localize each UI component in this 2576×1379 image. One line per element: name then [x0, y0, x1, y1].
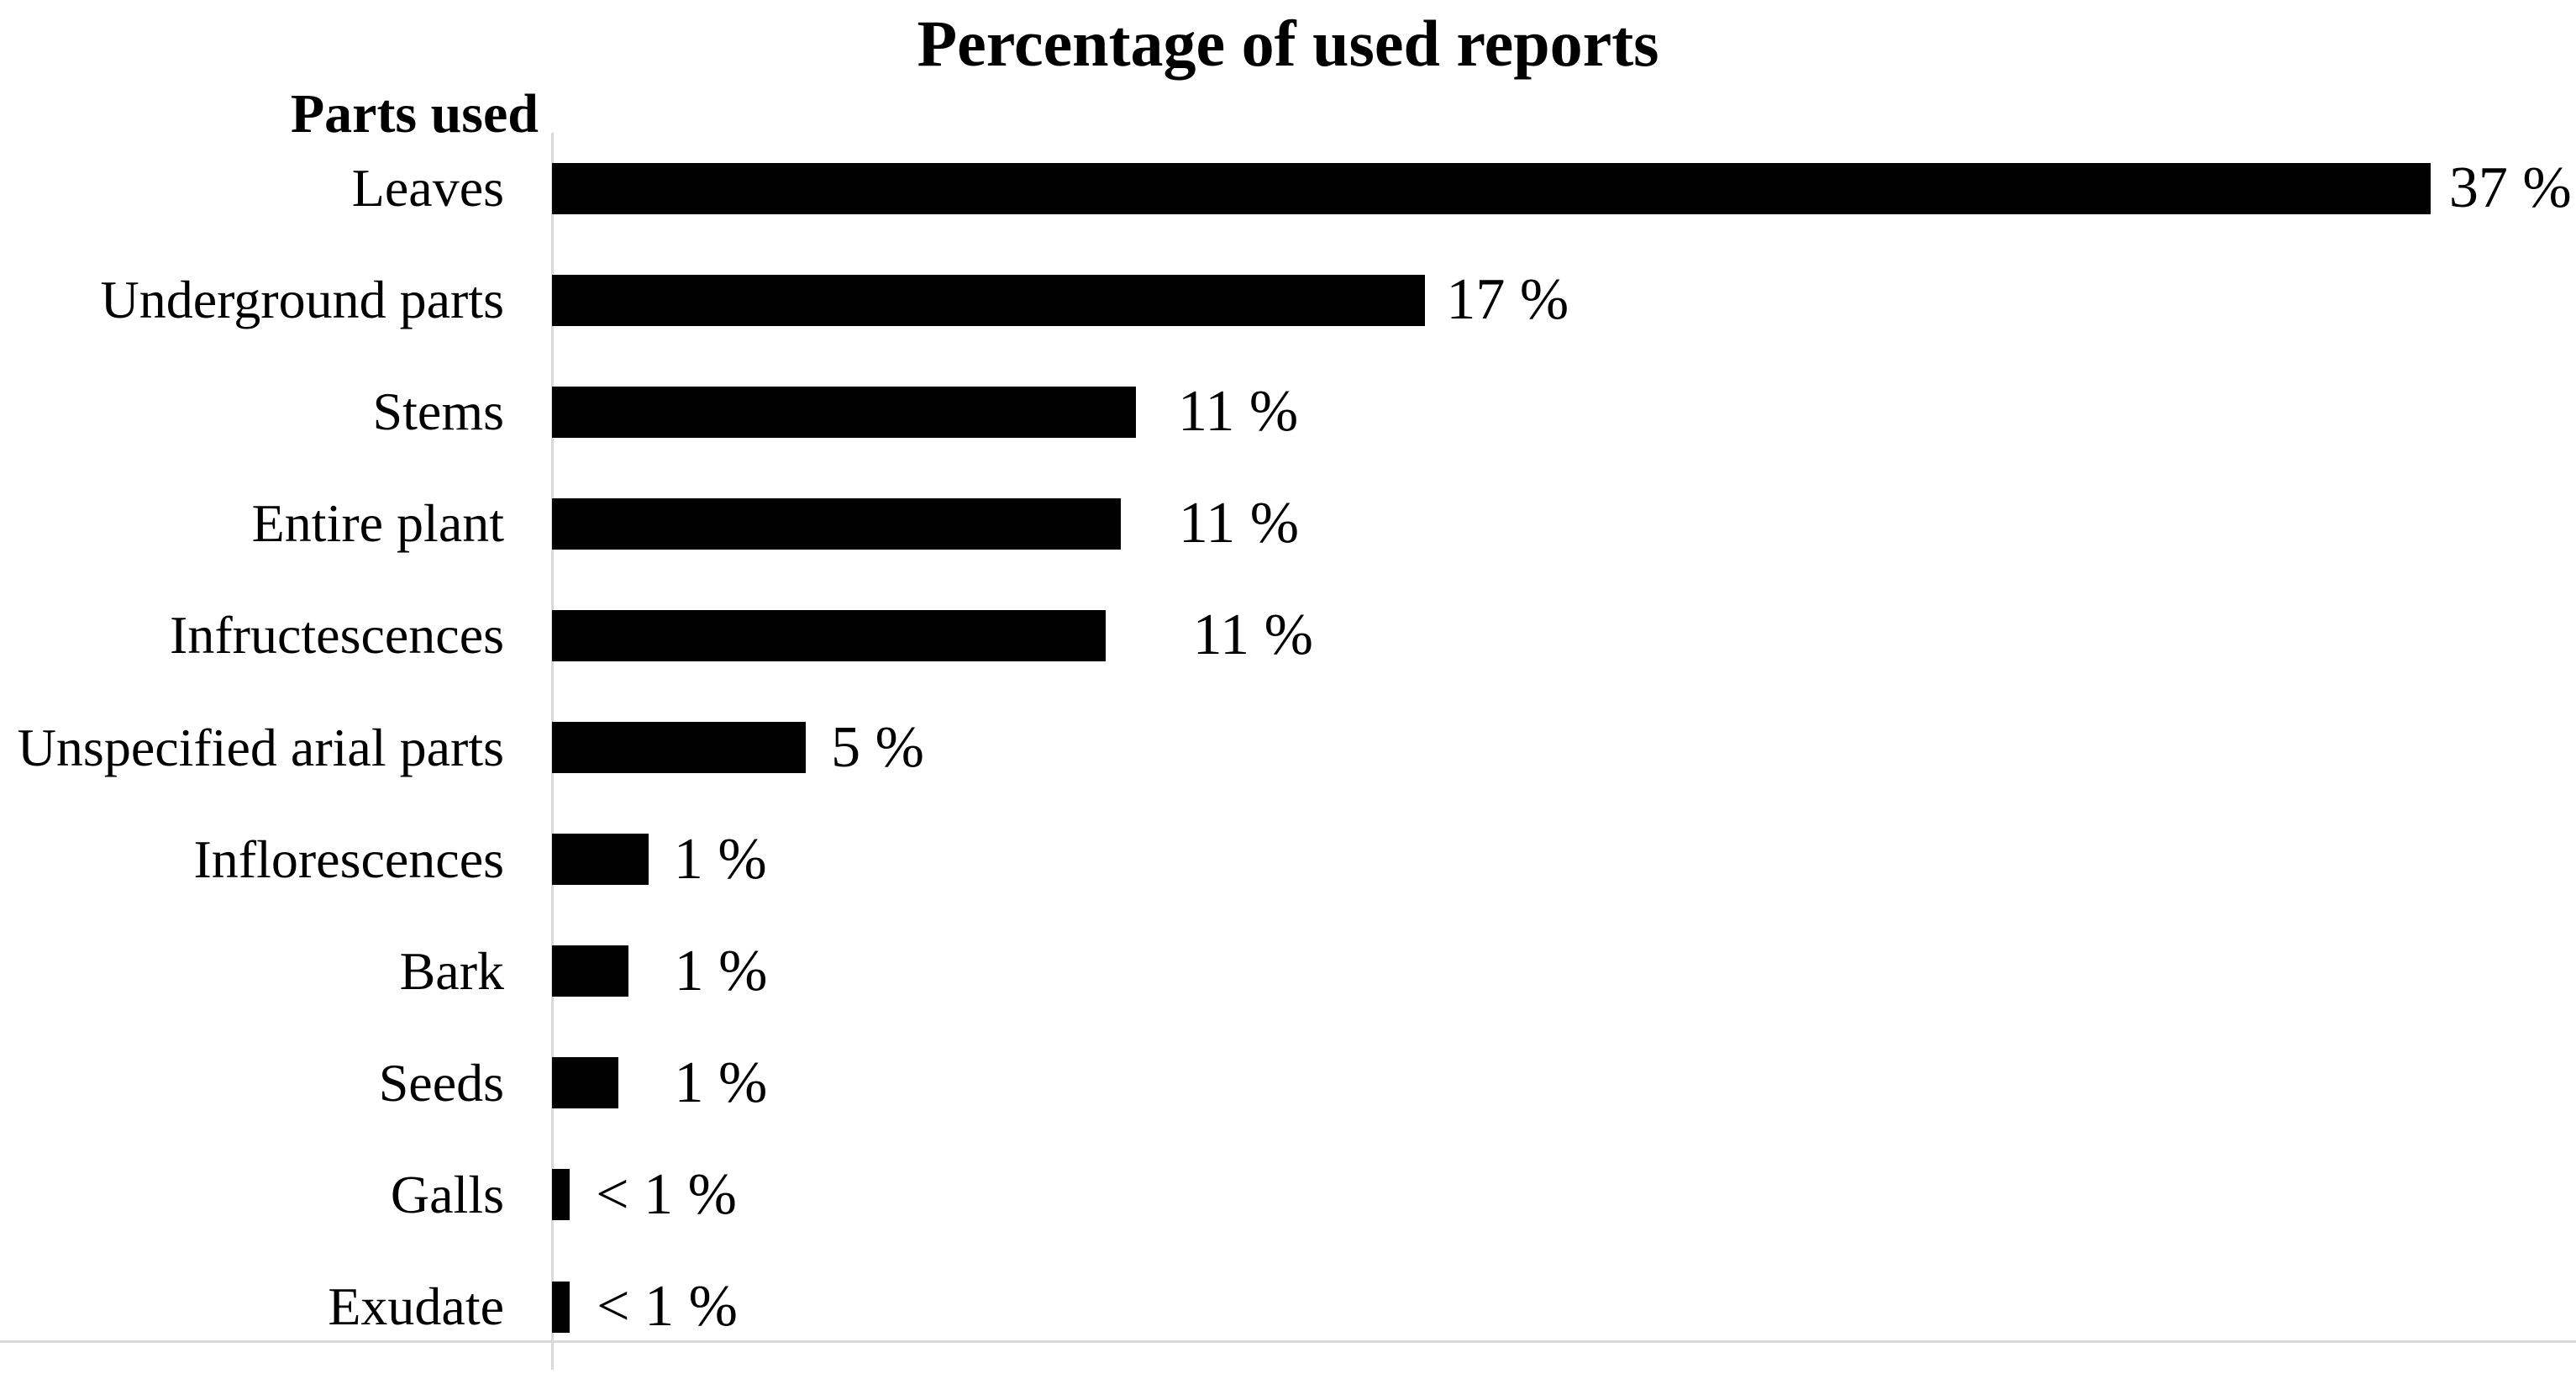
bar-exudate [552, 1281, 570, 1333]
bar-seeds [552, 1057, 618, 1109]
value-label-inflorescences: 1 % [673, 826, 767, 892]
category-label-entire-plant: Entire plant [251, 493, 504, 554]
bar-leaves [552, 162, 2431, 214]
value-label-entire-plant: 11 % [1178, 491, 1300, 556]
bar-galls [552, 1169, 570, 1221]
bar-inflorescences [552, 834, 649, 886]
category-label-infructescences: Infructescences [170, 605, 504, 666]
category-label-leaves: Leaves [351, 158, 504, 218]
category-label-bark: Bark [399, 940, 504, 1001]
category-label-exudate: Exudate [328, 1276, 504, 1336]
value-label-unspecified-arial-parts: 5 % [831, 714, 924, 780]
bar-stems [552, 386, 1136, 438]
category-label-inflorescences: Inflorescences [193, 829, 504, 889]
y-axis-title: Parts used [290, 83, 539, 145]
value-label-exudate: < 1 % [597, 1274, 738, 1339]
category-label-unspecified-arial-parts: Unspecified arial parts [17, 717, 504, 777]
bar-entire-plant [552, 497, 1121, 550]
x-axis-baseline [0, 1340, 2576, 1343]
category-label-stems: Stems [372, 382, 504, 442]
value-label-bark: 1 % [674, 938, 768, 1003]
bar-bark [552, 945, 628, 997]
category-label-seeds: Seeds [378, 1052, 504, 1113]
bar-underground-parts [552, 274, 1426, 326]
bar-unspecified-arial-parts [552, 722, 807, 773]
value-label-stems: 11 % [1177, 379, 1299, 445]
value-label-seeds: 1 % [674, 1050, 768, 1115]
bar-infructescences [552, 609, 1106, 661]
chart-title: Percentage of used reports [917, 7, 1659, 80]
category-label-galls: Galls [390, 1164, 504, 1224]
value-label-leaves: 37 % [2448, 155, 2572, 220]
value-label-galls: < 1 % [596, 1161, 737, 1227]
category-label-underground-parts: Underground parts [100, 270, 505, 330]
value-label-underground-parts: 17 % [1446, 267, 1569, 333]
value-label-infructescences: 11 % [1192, 603, 1313, 668]
